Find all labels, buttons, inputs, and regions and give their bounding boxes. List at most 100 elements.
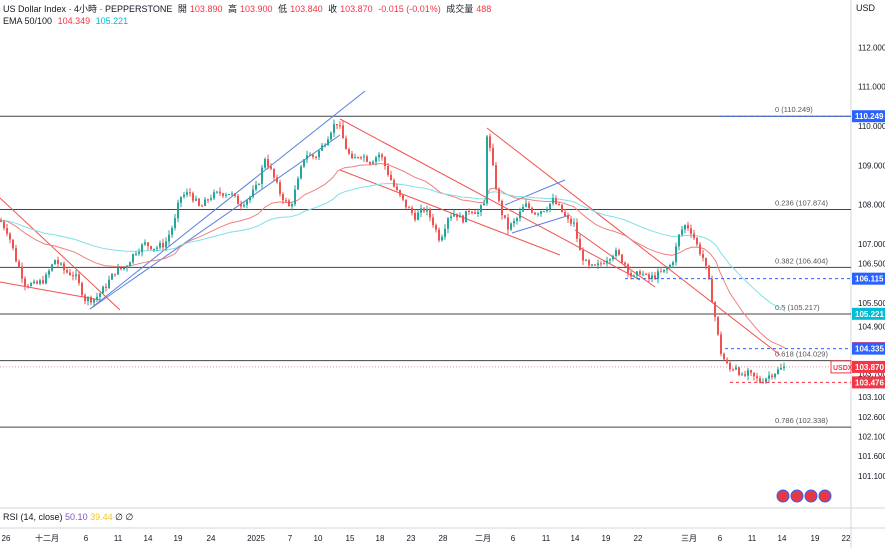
candle-body <box>165 241 167 248</box>
candle-body <box>210 198 212 200</box>
candle-body <box>618 250 620 255</box>
candle-body <box>48 270 50 275</box>
candle-body <box>588 260 590 266</box>
candle-body <box>9 233 11 240</box>
candle-body <box>423 208 425 212</box>
candle-body <box>279 182 281 194</box>
candle-body <box>549 203 551 210</box>
candle-body <box>486 136 488 204</box>
candle-body <box>183 194 185 197</box>
candle-body <box>492 147 494 166</box>
candle-body <box>468 210 470 212</box>
x-tick-label-14: 二月 <box>475 534 491 543</box>
channel-line-2-0 <box>339 118 641 281</box>
candle-body <box>444 228 446 237</box>
candle-body <box>123 267 125 270</box>
event-icons[interactable] <box>776 489 834 503</box>
candle-body <box>417 212 419 220</box>
candle-body <box>27 285 29 287</box>
candle-body <box>81 283 83 296</box>
candle-body <box>645 273 647 275</box>
candle-body <box>408 207 410 209</box>
candle-body <box>708 265 710 280</box>
x-tick-label-16: 11 <box>542 534 551 543</box>
candle-body <box>558 204 560 206</box>
channel-line-0-1 <box>89 134 341 310</box>
currency-label[interactable]: USD <box>856 3 876 13</box>
candle-body <box>735 367 737 370</box>
candle-body <box>702 254 704 258</box>
x-tick-label-21: 6 <box>718 534 723 543</box>
candle-body <box>177 202 179 219</box>
candle-body <box>387 166 389 175</box>
rsi-value-1: 50.10 <box>65 512 88 522</box>
price-badge-bg-4 <box>852 342 885 355</box>
candle-body <box>189 192 191 194</box>
candle-body <box>519 211 521 219</box>
candle-body <box>489 136 491 148</box>
candle-body <box>282 193 284 201</box>
candle-body <box>156 247 158 249</box>
candle-body <box>753 372 755 377</box>
candle-body <box>642 273 644 275</box>
x-tick-label-0: 26 <box>2 534 11 543</box>
candle-body <box>513 220 515 224</box>
candle-body <box>207 199 209 201</box>
candle-body <box>561 204 563 213</box>
candle-body <box>288 200 290 207</box>
candle-body <box>126 266 128 268</box>
candle-body <box>609 259 611 261</box>
candle-body <box>495 165 497 189</box>
candle-body <box>255 184 257 190</box>
candle-body <box>540 211 542 214</box>
candle-body <box>330 132 332 140</box>
candle-body <box>477 212 479 214</box>
candle-body <box>192 193 194 201</box>
x-tick-label-8: 7 <box>288 534 293 543</box>
candle-body <box>213 192 215 199</box>
symbol-title: US Dollar Index · 4小時 · PEPPERSTONE <box>3 4 173 14</box>
price-badge-text-5: 103.870 <box>855 363 884 372</box>
candle-body <box>252 189 254 197</box>
candle-body <box>3 221 5 229</box>
candle-body <box>582 250 584 261</box>
candle-body <box>150 246 152 250</box>
candle-body <box>411 207 413 213</box>
candle-body <box>426 209 428 212</box>
price-badge-bg-1 <box>852 272 885 285</box>
candle-body <box>18 261 20 268</box>
candle-body <box>456 213 458 218</box>
candle-body <box>552 198 554 204</box>
candle-body <box>342 125 344 139</box>
candle-body <box>36 281 38 284</box>
candle-body <box>222 193 224 196</box>
candle-body <box>90 297 92 303</box>
flag-icon[interactable] <box>776 489 832 503</box>
candle-body <box>747 370 749 376</box>
candle-body <box>471 211 473 213</box>
candle-body <box>180 196 182 203</box>
candle-body <box>693 233 695 239</box>
candle-body <box>738 367 740 375</box>
candle-body <box>438 229 440 241</box>
candle-body <box>66 270 68 273</box>
y-tick-label-0: 112.000 <box>858 43 885 52</box>
candle-body <box>579 238 581 251</box>
y-tick-label-1: 111.000 <box>858 83 885 92</box>
candle-body <box>462 215 464 223</box>
candle-body <box>696 238 698 245</box>
candle-body <box>225 194 227 196</box>
fib-level-label-1: 0.236 (107.874) <box>775 199 828 208</box>
candle-body <box>723 353 725 360</box>
candle-body <box>660 271 662 273</box>
candle-body <box>528 203 530 208</box>
low-value: 103.840 <box>290 4 323 14</box>
fib-level-label-4: 0.618 (104.029) <box>775 350 828 359</box>
candle-body <box>453 213 455 217</box>
close-label: 收 <box>328 4 338 14</box>
x-tick-label-19: 22 <box>634 534 643 543</box>
channel-line-3-1 <box>574 229 656 288</box>
ema-label: EMA 50/100 <box>3 16 53 26</box>
y-tick-label-6: 106.500 <box>858 260 885 269</box>
